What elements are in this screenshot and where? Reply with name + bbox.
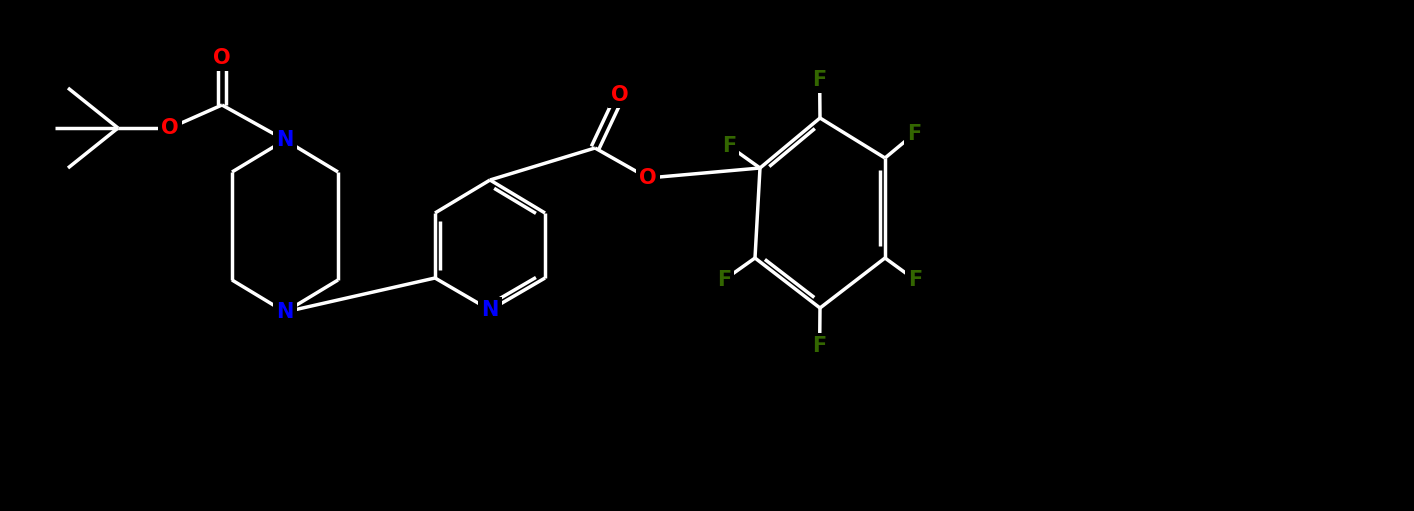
Text: F: F <box>908 124 922 144</box>
Text: F: F <box>723 136 737 156</box>
Text: O: O <box>214 48 230 68</box>
Text: O: O <box>161 118 178 138</box>
Text: F: F <box>813 336 827 356</box>
Text: N: N <box>276 302 294 322</box>
Text: F: F <box>909 270 923 290</box>
Text: F: F <box>813 70 827 90</box>
Text: O: O <box>639 168 658 188</box>
Text: O: O <box>611 85 629 105</box>
Text: F: F <box>717 270 731 290</box>
Text: N: N <box>481 300 499 320</box>
Text: N: N <box>276 130 294 150</box>
